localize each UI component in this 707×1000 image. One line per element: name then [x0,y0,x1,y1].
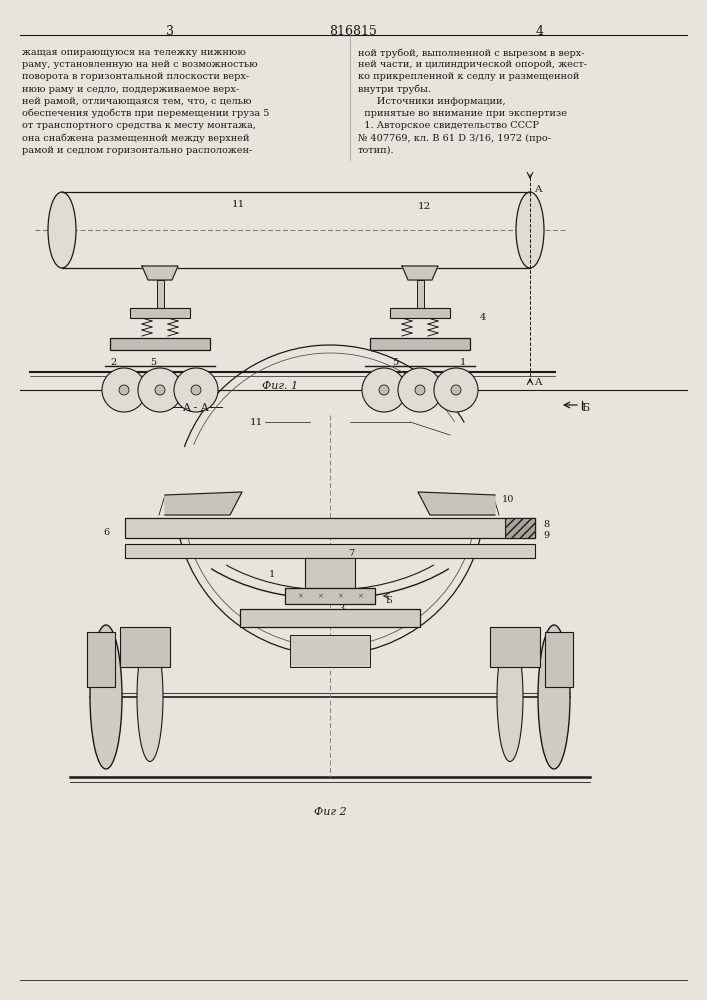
Text: жащая опирающуюся на тележку нижнюю: жащая опирающуюся на тележку нижнюю [22,48,246,57]
Ellipse shape [48,192,76,268]
Bar [290,635,370,667]
Text: 4: 4 [109,637,115,646]
Circle shape [119,385,129,395]
Text: 5: 5 [109,649,115,658]
Text: 1. Авторское свидетельство СССР: 1. Авторское свидетельство СССР [358,121,539,130]
Text: 9: 9 [543,531,549,540]
Text: принятые во внимание при экспертизе: принятые во внимание при экспертизе [358,109,567,118]
Bar [240,609,420,627]
Circle shape [362,368,406,412]
Text: 1: 1 [269,570,275,579]
Ellipse shape [90,625,122,769]
Text: 8: 8 [543,520,549,529]
Text: поворота в горизонтальной плоскости верх-: поворота в горизонтальной плоскости верх… [22,72,249,81]
Bar [87,632,115,687]
Text: ко прикрепленной к седлу и размещенной: ко прикрепленной к седлу и размещенной [358,72,579,81]
Bar [305,558,355,588]
Circle shape [138,368,182,412]
Text: ×: × [297,592,303,600]
Text: ней части, и цилиндрической опорой, жест-: ней части, и цилиндрической опорой, жест… [358,60,587,69]
Bar [125,544,535,558]
Text: A - A: A - A [182,403,209,413]
Text: 5: 5 [392,358,398,367]
Polygon shape [402,266,438,280]
Text: 11: 11 [232,200,245,209]
Bar [370,338,470,350]
Text: 4: 4 [480,313,486,322]
Circle shape [415,385,425,395]
Circle shape [398,368,442,412]
Polygon shape [165,492,242,515]
Text: раму, установленную на ней с возможностью: раму, установленную на ней с возможность… [22,60,257,69]
Bar [110,338,210,350]
Text: Б: Б [581,403,589,413]
Circle shape [451,385,461,395]
Text: Источники информации,: Источники информации, [358,97,506,106]
Bar [490,627,540,667]
Circle shape [191,385,201,395]
Text: Фиг. 1: Фиг. 1 [262,381,298,391]
Text: 5: 5 [150,358,156,367]
Text: 6: 6 [104,528,110,537]
Text: Фиг 2: Фиг 2 [314,807,346,817]
Text: 816815: 816815 [329,25,377,38]
Text: ×: × [357,592,363,600]
Ellipse shape [497,633,523,762]
Text: 2: 2 [110,358,116,367]
Bar [285,588,375,604]
Polygon shape [142,266,178,280]
Circle shape [379,385,389,395]
Polygon shape [418,492,495,515]
Text: 11: 11 [250,418,263,427]
Circle shape [174,368,218,412]
Bar [130,308,190,318]
Text: Б: Б [385,596,392,605]
Bar [125,518,535,538]
Text: 12: 12 [418,202,431,211]
Text: 7: 7 [348,549,354,558]
Ellipse shape [516,192,544,268]
Circle shape [102,368,146,412]
Text: тотип).: тотип). [358,146,395,155]
Text: от транспортного средства к месту монтажа,: от транспортного средства к месту монтаж… [22,121,256,130]
Circle shape [155,385,165,395]
Text: внутри трубы.: внутри трубы. [358,85,431,94]
Text: 3: 3 [338,604,344,613]
Text: ×: × [317,592,323,600]
Text: 4: 4 [536,25,544,38]
Bar [545,632,573,687]
Text: A: A [534,185,542,194]
Text: нюю раму и седло, поддерживаемое верх-: нюю раму и седло, поддерживаемое верх- [22,85,239,94]
Text: 1: 1 [460,358,466,367]
Bar [417,280,424,308]
Bar [157,280,164,308]
Text: ной трубой, выполненной с вырезом в верх-: ной трубой, выполненной с вырезом в верх… [358,48,585,57]
Text: A: A [534,378,542,387]
Bar [120,627,170,667]
Text: обеспечения удобств при перемещении груза 5: обеспечения удобств при перемещении груз… [22,109,269,118]
Circle shape [434,368,478,412]
Ellipse shape [538,625,570,769]
Ellipse shape [137,633,163,762]
Bar [505,518,535,538]
Text: ×: × [337,592,343,600]
Text: 10: 10 [502,495,515,504]
Text: № 407769, кл. В 61 D 3/16, 1972 (про-: № 407769, кл. В 61 D 3/16, 1972 (про- [358,133,551,143]
Text: ней рамой, отличающаяся тем, что, с целью: ней рамой, отличающаяся тем, что, с цель… [22,97,252,106]
Text: рамой и седлом горизонтально расположен-: рамой и седлом горизонтально расположен- [22,146,252,155]
Bar [390,308,450,318]
Text: 3: 3 [166,25,174,38]
Text: она снабжена размещенной между верхней: она снабжена размещенной между верхней [22,133,250,143]
